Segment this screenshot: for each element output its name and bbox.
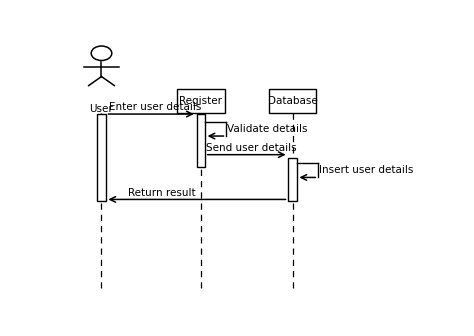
Text: Register: Register bbox=[179, 96, 222, 106]
Bar bbox=[177, 89, 225, 113]
Bar bbox=[269, 89, 316, 113]
Text: Return result: Return result bbox=[128, 187, 196, 198]
Bar bbox=[98, 114, 106, 201]
Text: User: User bbox=[90, 104, 113, 114]
Text: Enter user details: Enter user details bbox=[109, 102, 201, 112]
Text: Insert user details: Insert user details bbox=[319, 165, 414, 175]
Text: Database: Database bbox=[268, 96, 318, 106]
Bar bbox=[289, 158, 297, 201]
Bar bbox=[197, 114, 205, 167]
Text: Send user details: Send user details bbox=[206, 143, 297, 153]
Text: Validate details: Validate details bbox=[228, 124, 308, 134]
